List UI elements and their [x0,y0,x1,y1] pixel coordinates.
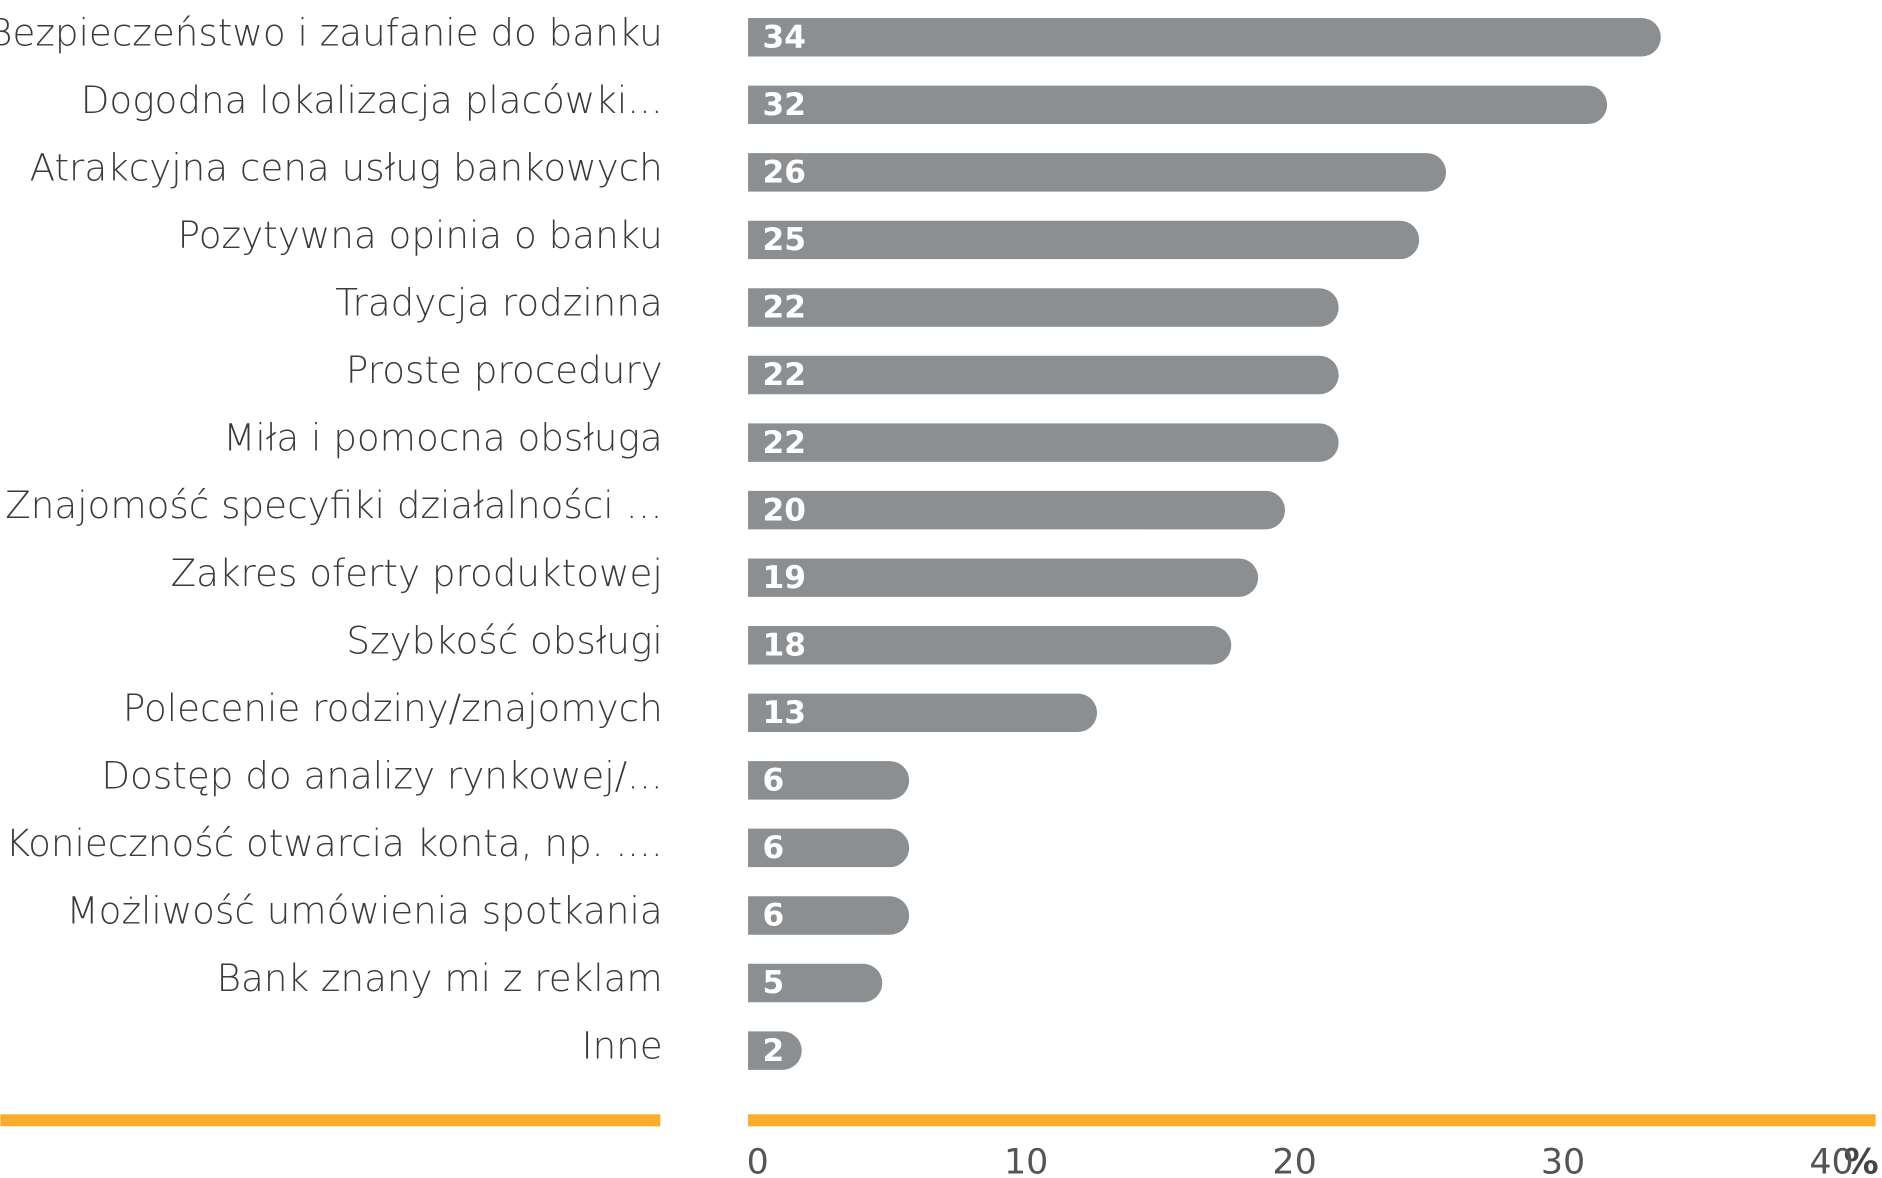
category-label: Proste procedury [346,348,663,392]
value-label: 20 [762,492,806,528]
category-label: Zakres oferty produktowej [171,551,663,595]
category-label: Konieczność otwarcia konta, np. .... [6,821,663,865]
category-label: Szybkość obsługi [346,618,662,662]
bar [748,963,883,1003]
value-label: 34 [762,19,806,55]
category-label: Polecenie rodziny/znajomych [123,686,663,730]
category-label: Znajomość specyfiki działalności … [5,483,662,527]
x-tick-label: 20 [1272,1143,1316,1178]
category-label: Dostęp do analizy rynkowej/... [101,753,662,797]
value-label: 5 [762,965,784,1001]
value-label: 13 [762,695,806,731]
x-tick-label: 0 [747,1143,769,1178]
bar [748,626,1232,665]
bar [748,423,1339,462]
x-tick-label: 10 [1004,1143,1048,1178]
category-label: Inne [582,1024,663,1068]
bar [748,490,1285,530]
category-label: Pozytywna opinia o banku [178,213,663,257]
bar [748,828,910,868]
bar [748,558,1259,597]
category-label: Dogodna lokalizacja placówki... [81,78,663,122]
bar [748,693,1098,733]
value-label: 19 [762,560,806,596]
category-label: Tradycja rodzinna [335,281,662,325]
axis-line [748,1114,1876,1127]
value-label: 22 [762,425,806,461]
bar [748,18,1661,57]
category-label: Możliwość umówienia spotkania [67,889,663,933]
value-label: 2 [762,1033,784,1069]
bar [748,1031,802,1070]
value-label: 25 [762,222,806,258]
value-label: 6 [762,830,784,866]
value-label: 18 [762,627,806,663]
bar [748,761,910,800]
x-tick-label: 30 [1541,1143,1585,1178]
bar [748,153,1447,192]
bar [748,288,1339,327]
category-label: Atrakcyjna cena usług bankowych [30,145,663,189]
category-label: Bezpieczeństwo i zaufanie do banku [0,10,663,54]
axis-line-left [0,1114,661,1127]
category-label: Bank znany mi z reklam [217,956,663,1000]
category-label: Miła i pomocna obsługa [223,416,662,460]
value-label: 6 [762,763,784,799]
x-axis-label: % [1844,1143,1879,1178]
value-label: 26 [762,155,806,191]
bar [748,896,910,935]
value-label: 6 [762,898,784,934]
bar [748,85,1608,125]
value-label: 22 [762,357,806,393]
bar [748,220,1420,260]
x-tick-label: 40 [1809,1143,1853,1178]
value-label: 32 [762,87,806,123]
value-label: 22 [762,290,806,326]
bar [748,355,1339,395]
